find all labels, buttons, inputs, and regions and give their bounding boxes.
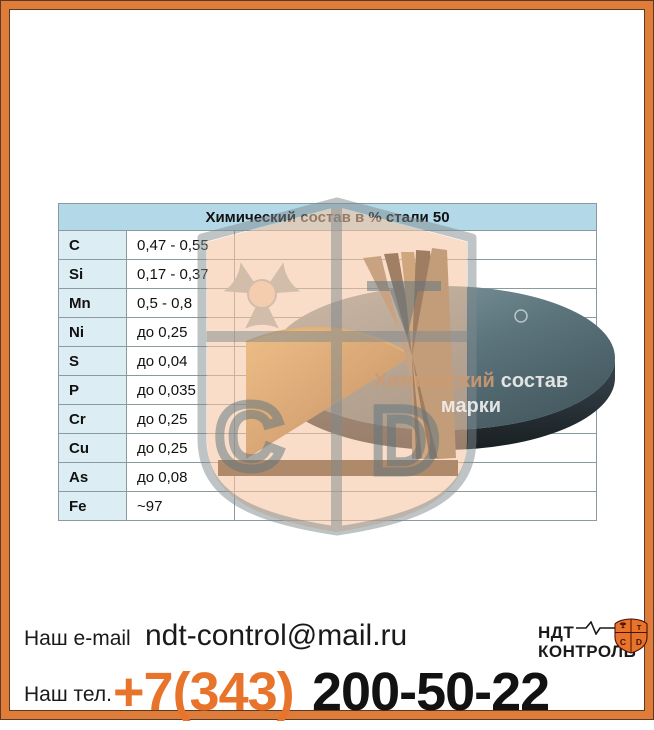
svg-text:C: C bbox=[620, 637, 626, 647]
svg-text:T: T bbox=[637, 623, 642, 632]
svg-text:D: D bbox=[636, 637, 642, 647]
